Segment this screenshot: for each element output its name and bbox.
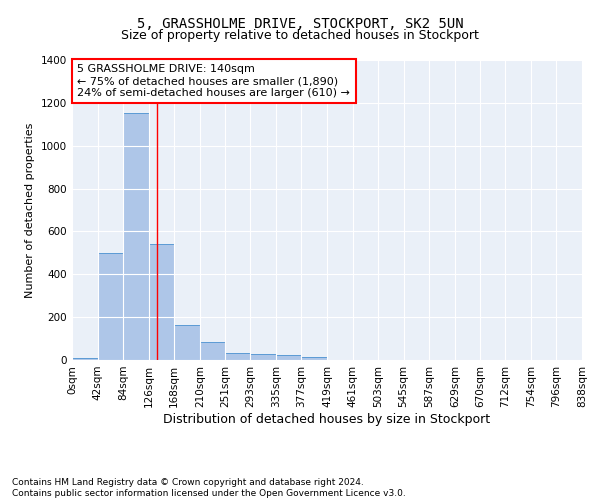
Bar: [123, 112, 149, 360]
Text: 5, GRASSHOLME DRIVE, STOCKPORT, SK2 5UN: 5, GRASSHOLME DRIVE, STOCKPORT, SK2 5UN: [137, 18, 463, 32]
Bar: [276, 356, 301, 360]
Bar: [301, 358, 327, 360]
Bar: [72, 358, 98, 360]
Bar: [149, 244, 174, 360]
Bar: [98, 253, 123, 360]
Bar: [200, 342, 226, 360]
Text: 5 GRASSHOLME DRIVE: 140sqm
← 75% of detached houses are smaller (1,890)
24% of s: 5 GRASSHOLME DRIVE: 140sqm ← 75% of deta…: [77, 64, 350, 98]
Text: Contains HM Land Registry data © Crown copyright and database right 2024.
Contai: Contains HM Land Registry data © Crown c…: [12, 478, 406, 498]
Bar: [250, 354, 276, 360]
Bar: [225, 353, 250, 360]
Y-axis label: Number of detached properties: Number of detached properties: [25, 122, 35, 298]
X-axis label: Distribution of detached houses by size in Stockport: Distribution of detached houses by size …: [163, 412, 491, 426]
Text: Size of property relative to detached houses in Stockport: Size of property relative to detached ho…: [121, 29, 479, 42]
Bar: [174, 325, 200, 360]
